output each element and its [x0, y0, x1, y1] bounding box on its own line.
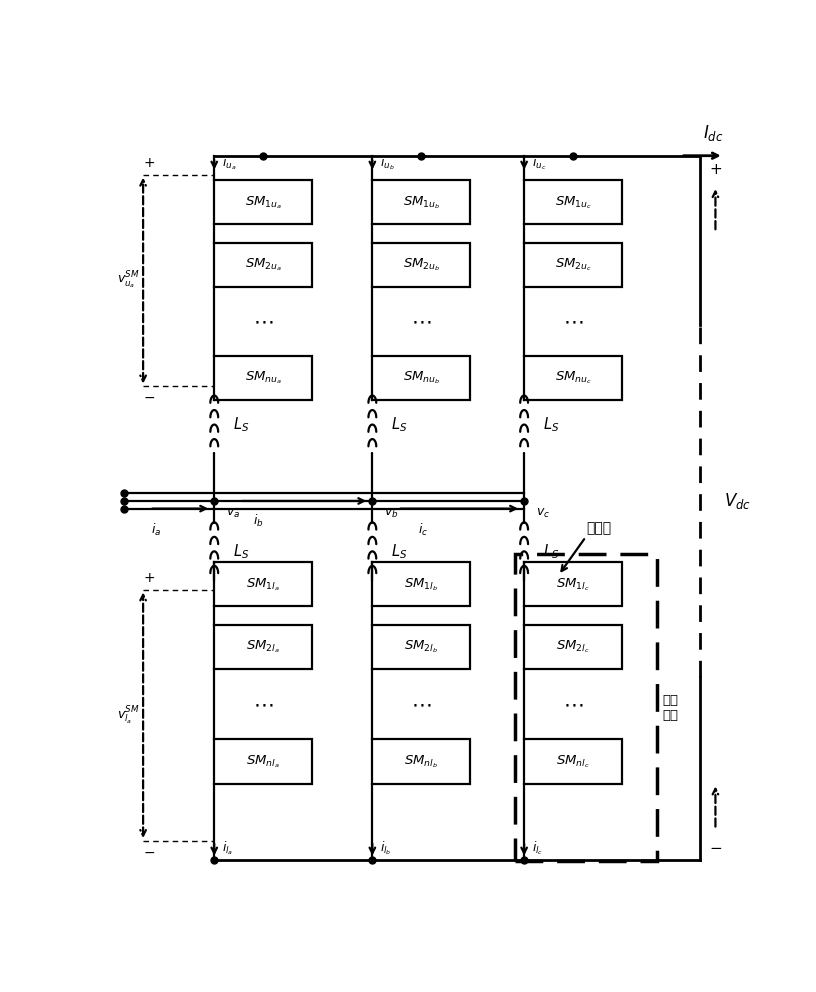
Text: $i_b$: $i_b$	[253, 513, 264, 529]
Text: $L_S$: $L_S$	[543, 416, 560, 434]
Bar	[524, 739, 622, 784]
Bar	[524, 356, 622, 400]
Text: $\cdots$: $\cdots$	[411, 694, 432, 714]
Text: $L_S$: $L_S$	[233, 416, 250, 434]
Text: $SM_{2u_{c}}$: $SM_{2u_{c}}$	[555, 257, 592, 273]
Text: $v_{l_a}^{SM}$: $v_{l_a}^{SM}$	[118, 704, 140, 726]
Bar	[215, 739, 313, 784]
Text: $SM_{nu_{b}}$: $SM_{nu_{b}}$	[402, 370, 440, 386]
Text: $SM_{2l_{c}}$: $SM_{2l_{c}}$	[557, 639, 590, 655]
Text: $SM_{2l_{b}}$: $SM_{2l_{b}}$	[404, 639, 438, 655]
Text: $i_{u_{c}}$: $i_{u_{c}}$	[532, 155, 546, 173]
Text: 多阀
桥臂: 多阀 桥臂	[662, 694, 678, 722]
Text: $SM_{1u_{b}}$: $SM_{1u_{b}}$	[402, 194, 440, 210]
Text: $\cdots$: $\cdots$	[253, 694, 273, 714]
Text: $i_c$: $i_c$	[418, 523, 428, 539]
Text: $SM_{2l_{a}}$: $SM_{2l_{a}}$	[246, 639, 280, 655]
Text: $L_S$: $L_S$	[392, 542, 408, 560]
Bar	[215, 181, 313, 224]
Bar	[372, 739, 470, 784]
Text: $SM_{nl_{c}}$: $SM_{nl_{c}}$	[557, 753, 590, 770]
Text: $L_S$: $L_S$	[392, 416, 408, 434]
Bar	[372, 562, 470, 606]
Text: $SM_{1l_{a}}$: $SM_{1l_{a}}$	[246, 576, 280, 592]
Text: $i_{u_{b}}$: $i_{u_{b}}$	[380, 155, 395, 173]
Bar	[372, 356, 470, 400]
Text: $SM_{1u_{c}}$: $SM_{1u_{c}}$	[555, 194, 592, 210]
Text: $I_{dc}$: $I_{dc}$	[703, 123, 723, 144]
Text: $SM_{1l_{b}}$: $SM_{1l_{b}}$	[404, 576, 438, 592]
Text: $+$: $+$	[144, 156, 156, 171]
Text: $v_{u_a}^{SM}$: $v_{u_a}^{SM}$	[118, 270, 140, 292]
Text: $i_{l_{c}}$: $i_{l_{c}}$	[532, 839, 543, 857]
Text: $+$: $+$	[709, 162, 722, 177]
Text: $\cdots$: $\cdots$	[253, 311, 273, 331]
Bar	[524, 625, 622, 669]
Bar	[215, 243, 313, 287]
Text: $i_{l_{a}}$: $i_{l_{a}}$	[222, 839, 233, 857]
Bar	[372, 243, 470, 287]
Text: $v_{c}$: $v_{c}$	[535, 507, 550, 520]
Text: $i_{u_{a}}$: $i_{u_{a}}$	[222, 155, 236, 173]
Bar	[372, 625, 470, 669]
Text: $SM_{nl_{a}}$: $SM_{nl_{a}}$	[246, 753, 280, 770]
Text: $SM_{nl_{b}}$: $SM_{nl_{b}}$	[404, 753, 438, 770]
Text: $L_S$: $L_S$	[233, 542, 250, 560]
Bar	[215, 562, 313, 606]
Bar	[215, 625, 313, 669]
Text: $SM_{2u_{a}}$: $SM_{2u_{a}}$	[245, 257, 282, 273]
Bar	[524, 181, 622, 224]
Bar	[524, 562, 622, 606]
Bar	[215, 356, 313, 400]
Text: 子模块: 子模块	[586, 522, 611, 536]
Bar	[372, 181, 470, 224]
Bar	[524, 243, 622, 287]
Text: $v_{a}$: $v_{a}$	[226, 507, 240, 520]
Text: $SM_{1l_{c}}$: $SM_{1l_{c}}$	[557, 576, 590, 592]
Text: $SM_{nu_{c}}$: $SM_{nu_{c}}$	[555, 370, 592, 386]
Text: $i_{l_{b}}$: $i_{l_{b}}$	[380, 839, 392, 857]
Text: $v_{b}$: $v_{b}$	[384, 507, 398, 520]
Text: $SM_{2u_{b}}$: $SM_{2u_{b}}$	[402, 257, 440, 273]
Text: $-$: $-$	[709, 838, 722, 854]
Text: $\cdots$: $\cdots$	[563, 694, 583, 714]
Text: $i_a$: $i_a$	[151, 523, 161, 539]
Text: $-$: $-$	[144, 845, 156, 859]
Text: $+$: $+$	[144, 571, 156, 585]
Text: $SM_{1u_{a}}$: $SM_{1u_{a}}$	[245, 194, 282, 210]
Text: $\cdots$: $\cdots$	[411, 311, 432, 331]
Text: $-$: $-$	[144, 390, 156, 404]
Text: $L_S$: $L_S$	[543, 542, 560, 560]
Text: $V_{dc}$: $V_{dc}$	[724, 491, 751, 511]
Text: $SM_{nu_{a}}$: $SM_{nu_{a}}$	[245, 370, 282, 386]
Text: $\cdots$: $\cdots$	[563, 311, 583, 331]
